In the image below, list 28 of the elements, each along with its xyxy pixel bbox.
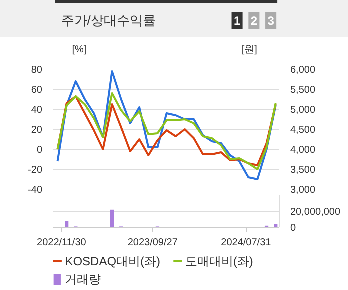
- legend-label: KOSDAQ대비(좌): [65, 254, 161, 268]
- y-tick-label: -20: [28, 165, 43, 176]
- y-tick-label: 20: [31, 125, 43, 136]
- y-tick-label: 80: [31, 65, 43, 76]
- y2-tick-label: 5,500: [290, 85, 316, 96]
- x-tick-label: 2023/09/27: [128, 238, 178, 248]
- x-tick-label: 2022/11/30: [37, 238, 87, 248]
- y-tick-label: 0: [36, 145, 43, 156]
- y-axis-title: [%]: [72, 44, 87, 56]
- y2-tick-label: 0: [290, 223, 296, 234]
- x-tick-label: 2024/07/31: [221, 238, 272, 248]
- y2-tick-label: 4,500: [290, 125, 316, 136]
- legend-label: 도매대비(좌): [185, 254, 254, 268]
- y2-tick-label: 4,000: [290, 145, 316, 156]
- text: 3: [268, 14, 275, 28]
- chart-title: 주가/상대수익률: [61, 13, 156, 28]
- y-tick-label: 60: [31, 85, 43, 96]
- text: 1: [234, 14, 241, 28]
- y2-tick-label: 3,000: [290, 185, 316, 196]
- y2-tick-label: 20,000,000: [290, 207, 341, 218]
- y2-tick-label: 3,500: [290, 165, 316, 176]
- y2-tick-label: 5,000: [290, 105, 316, 116]
- y-tick-label: -40: [28, 185, 43, 196]
- legend-label: 거래량: [65, 272, 102, 286]
- y2-tick-label: 6,000: [290, 65, 316, 76]
- text: 2: [250, 14, 258, 28]
- y2-axis-title: [원]: [242, 44, 258, 56]
- y-tick-label: 40: [31, 105, 43, 116]
